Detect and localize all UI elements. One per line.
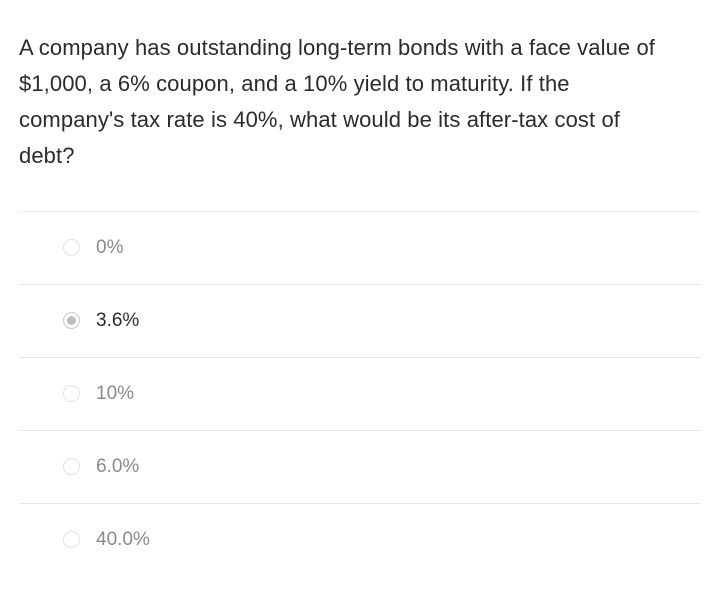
answer-label: 10% — [96, 383, 135, 404]
answer-option-4[interactable]: 40.0% — [19, 503, 700, 576]
answer-label: 40.0% — [96, 529, 150, 550]
question-line: A company has outstanding long-term bond… — [19, 35, 656, 60]
answer-option-1[interactable]: 3.6% — [19, 284, 700, 357]
answer-label: 0% — [96, 237, 124, 258]
radio-button[interactable] — [63, 385, 80, 402]
answer-option-2[interactable]: 10% — [19, 357, 700, 430]
radio-button[interactable] — [63, 531, 80, 548]
answer-label: 3.6% — [96, 310, 140, 331]
radio-button[interactable] — [63, 239, 80, 256]
answer-label: 6.0% — [96, 456, 140, 477]
radio-button[interactable] — [63, 458, 80, 475]
question-line: debt? — [19, 143, 75, 168]
answer-option-0[interactable]: 0% — [19, 211, 700, 284]
question-line: company's tax rate is 40%, what would be… — [19, 107, 621, 132]
answer-options: 0% 3.6% 10% 6.0% 40.0% — [19, 211, 700, 576]
question-text: A company has outstanding long-term bond… — [19, 30, 703, 174]
question-line: $1,000, a 6% coupon, and a 10% yield to … — [19, 71, 570, 96]
radio-button-selected[interactable] — [63, 312, 80, 329]
answer-option-3[interactable]: 6.0% — [19, 430, 700, 503]
